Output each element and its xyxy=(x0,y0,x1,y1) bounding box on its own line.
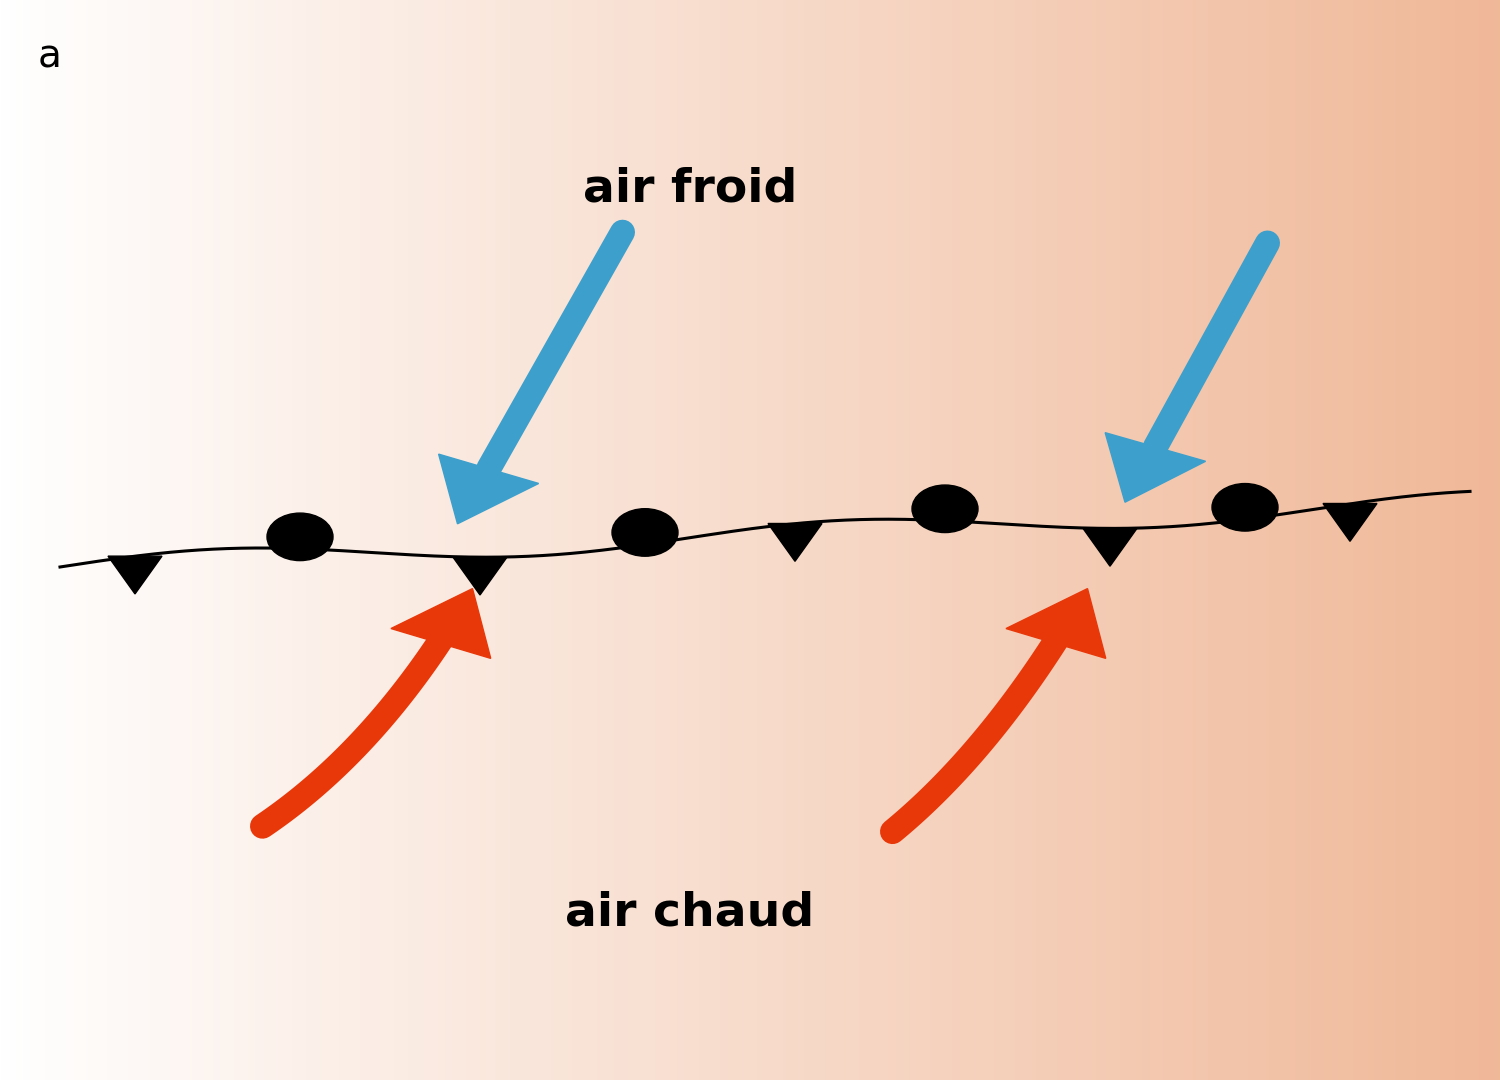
Polygon shape xyxy=(768,524,822,562)
Polygon shape xyxy=(1106,433,1206,502)
Polygon shape xyxy=(1323,503,1377,541)
Text: a: a xyxy=(38,38,62,76)
Circle shape xyxy=(612,509,678,556)
Circle shape xyxy=(267,513,333,561)
Polygon shape xyxy=(108,556,162,594)
Polygon shape xyxy=(392,589,490,659)
Text: air chaud: air chaud xyxy=(566,890,814,935)
Circle shape xyxy=(912,485,978,532)
Polygon shape xyxy=(1007,589,1106,659)
Polygon shape xyxy=(438,454,538,524)
Text: air froid: air froid xyxy=(584,166,796,212)
Polygon shape xyxy=(453,557,507,595)
Polygon shape xyxy=(1083,528,1137,566)
Circle shape xyxy=(1212,484,1278,531)
